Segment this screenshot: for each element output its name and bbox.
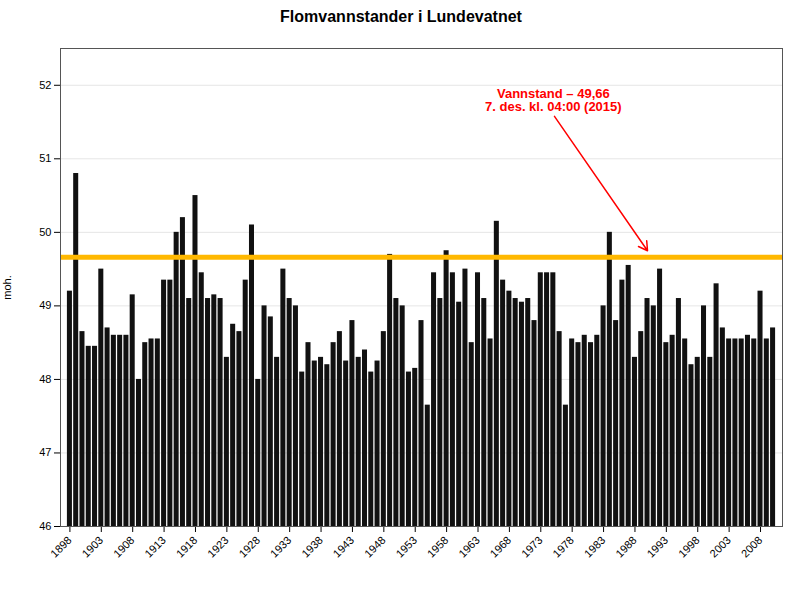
svg-text:1998: 1998	[676, 534, 702, 560]
svg-text:49: 49	[39, 299, 51, 311]
svg-text:52: 52	[39, 79, 51, 91]
svg-text:1903: 1903	[79, 534, 105, 560]
svg-text:47: 47	[39, 446, 51, 458]
svg-text:1973: 1973	[519, 534, 545, 560]
svg-text:1993: 1993	[644, 534, 670, 560]
svg-text:1918: 1918	[174, 534, 200, 560]
svg-text:Vannstand – 49,667. des. kl. 0: Vannstand – 49,667. des. kl. 04:00 (2015…	[485, 86, 622, 114]
svg-text:1983: 1983	[582, 534, 608, 560]
svg-text:2008: 2008	[739, 534, 765, 560]
svg-text:2003: 2003	[707, 534, 733, 560]
svg-text:1943: 1943	[331, 534, 357, 560]
svg-text:50: 50	[39, 226, 51, 238]
svg-text:1958: 1958	[425, 534, 451, 560]
svg-text:48: 48	[39, 373, 51, 385]
svg-text:1963: 1963	[456, 534, 482, 560]
svg-text:46: 46	[39, 520, 51, 532]
svg-text:1928: 1928	[236, 534, 262, 560]
svg-text:1913: 1913	[142, 534, 168, 560]
svg-text:1898: 1898	[48, 534, 74, 560]
svg-text:1988: 1988	[613, 534, 639, 560]
svg-text:1923: 1923	[205, 534, 231, 560]
svg-text:1908: 1908	[111, 534, 137, 560]
html-text:Flomvannstander i Lundevatnet: Flomvannstander i Lundevatnet	[280, 8, 522, 25]
svg-text:1948: 1948	[362, 534, 388, 560]
svg-text:1968: 1968	[488, 534, 514, 560]
svg-text:1978: 1978	[550, 534, 576, 560]
svg-text:51: 51	[39, 152, 51, 164]
svg-text:1933: 1933	[268, 534, 294, 560]
svg-text:1953: 1953	[393, 534, 419, 560]
svg-text:moh.: moh.	[1, 275, 13, 299]
svg-text:1938: 1938	[299, 534, 325, 560]
